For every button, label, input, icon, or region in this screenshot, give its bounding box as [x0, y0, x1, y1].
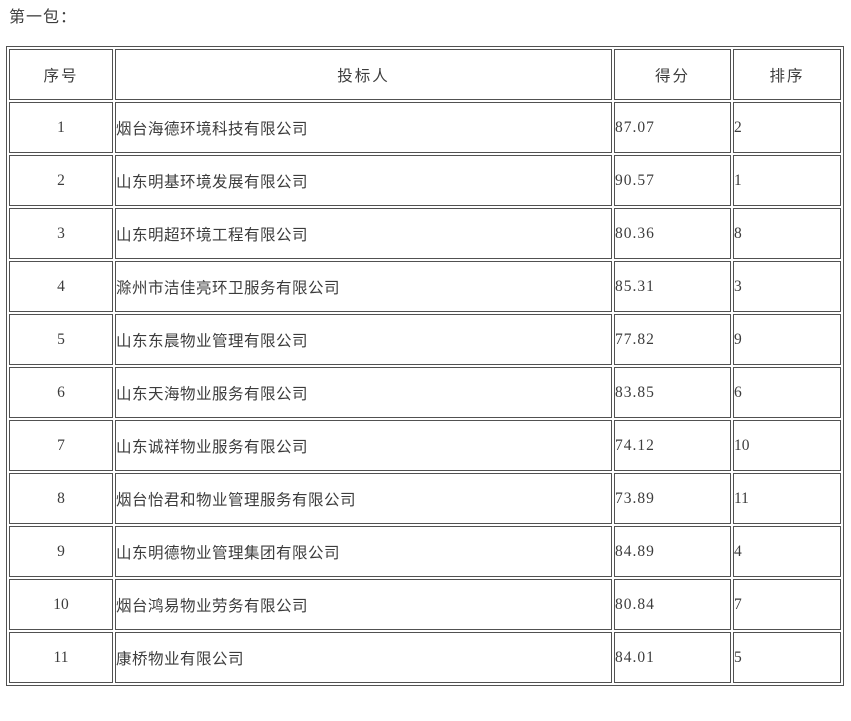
table-row: 3 山东明超环境工程有限公司 80.36 8 — [9, 208, 841, 259]
bidder-cell: 滁州市洁佳亮环卫服务有限公司 — [115, 261, 612, 312]
bidder-cell: 山东天海物业服务有限公司 — [115, 367, 612, 418]
rank-cell: 9 — [733, 314, 841, 365]
score-cell: 85.31 — [614, 261, 731, 312]
score-cell: 73.89 — [614, 473, 731, 524]
rank-cell: 8 — [733, 208, 841, 259]
bidder-cell: 烟台鸿易物业劳务有限公司 — [115, 579, 612, 630]
seq-cell: 9 — [9, 526, 113, 577]
rank-cell: 1 — [733, 155, 841, 206]
table-row: 9 山东明德物业管理集团有限公司 84.89 4 — [9, 526, 841, 577]
score-cell: 90.57 — [614, 155, 731, 206]
rank-cell: 5 — [733, 632, 841, 683]
seq-cell: 2 — [9, 155, 113, 206]
score-cell: 84.01 — [614, 632, 731, 683]
header-bidder: 投标人 — [115, 49, 612, 100]
bidder-cell: 山东明德物业管理集团有限公司 — [115, 526, 612, 577]
score-cell: 84.89 — [614, 526, 731, 577]
rank-cell: 2 — [733, 102, 841, 153]
seq-cell: 4 — [9, 261, 113, 312]
rank-cell: 6 — [733, 367, 841, 418]
header-rank: 排序 — [733, 49, 841, 100]
score-cell: 87.07 — [614, 102, 731, 153]
table-row: 11 康桥物业有限公司 84.01 5 — [9, 632, 841, 683]
score-cell: 80.36 — [614, 208, 731, 259]
bidder-cell: 山东诚祥物业服务有限公司 — [115, 420, 612, 471]
bidder-cell: 山东明超环境工程有限公司 — [115, 208, 612, 259]
seq-cell: 6 — [9, 367, 113, 418]
score-cell: 77.82 — [614, 314, 731, 365]
seq-cell: 8 — [9, 473, 113, 524]
table-row: 1 烟台海德环境科技有限公司 87.07 2 — [9, 102, 841, 153]
table-row: 5 山东东晨物业管理有限公司 77.82 9 — [9, 314, 841, 365]
rank-cell: 4 — [733, 526, 841, 577]
bidder-cell: 烟台怡君和物业管理服务有限公司 — [115, 473, 612, 524]
seq-cell: 1 — [9, 102, 113, 153]
score-cell: 74.12 — [614, 420, 731, 471]
bidder-cell: 山东明基环境发展有限公司 — [115, 155, 612, 206]
rank-cell: 11 — [733, 473, 841, 524]
score-cell: 80.84 — [614, 579, 731, 630]
score-cell: 83.85 — [614, 367, 731, 418]
table-row: 7 山东诚祥物业服务有限公司 74.12 10 — [9, 420, 841, 471]
seq-cell: 10 — [9, 579, 113, 630]
document-page: 第一包： 序号 投标人 得分 排序 1 烟台海德环境科技有限公司 87.07 2… — [6, 9, 844, 686]
header-score: 得分 — [614, 49, 731, 100]
seq-cell: 7 — [9, 420, 113, 471]
table-row: 2 山东明基环境发展有限公司 90.57 1 — [9, 155, 841, 206]
bidder-cell: 烟台海德环境科技有限公司 — [115, 102, 612, 153]
table-row: 8 烟台怡君和物业管理服务有限公司 73.89 11 — [9, 473, 841, 524]
seq-cell: 5 — [9, 314, 113, 365]
rank-cell: 3 — [733, 261, 841, 312]
table-row: 10 烟台鸿易物业劳务有限公司 80.84 7 — [9, 579, 841, 630]
bidder-cell: 山东东晨物业管理有限公司 — [115, 314, 612, 365]
header-seq: 序号 — [9, 49, 113, 100]
rank-cell: 10 — [733, 420, 841, 471]
page-title: 第一包： — [9, 9, 78, 26]
seq-cell: 3 — [9, 208, 113, 259]
table-row: 4 滁州市洁佳亮环卫服务有限公司 85.31 3 — [9, 261, 841, 312]
bidder-cell: 康桥物业有限公司 — [115, 632, 612, 683]
seq-cell: 11 — [9, 632, 113, 683]
header-row: 序号 投标人 得分 排序 — [9, 49, 841, 100]
table-row: 6 山东天海物业服务有限公司 83.85 6 — [9, 367, 841, 418]
bid-results-table: 序号 投标人 得分 排序 1 烟台海德环境科技有限公司 87.07 2 2 山东… — [6, 46, 844, 686]
rank-cell: 7 — [733, 579, 841, 630]
